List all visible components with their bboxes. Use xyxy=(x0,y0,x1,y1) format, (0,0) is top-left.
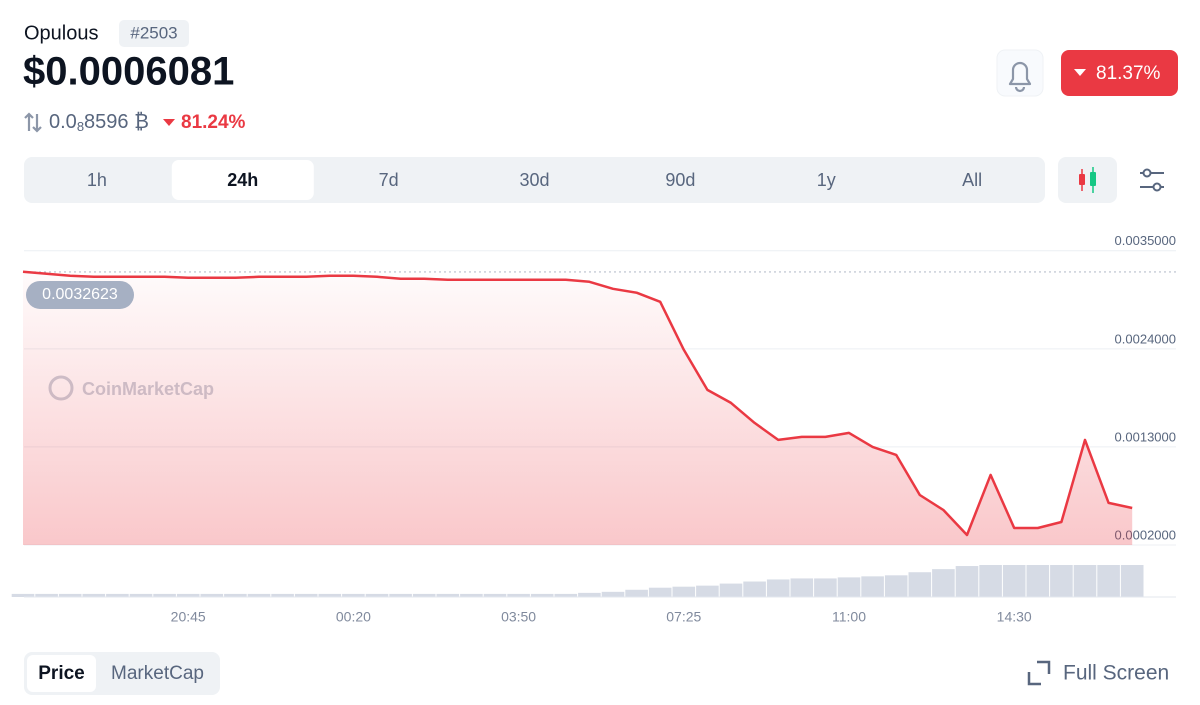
price-line xyxy=(22,270,1133,537)
volume-bar xyxy=(955,566,979,597)
x-tick-label: 11:00 xyxy=(832,609,866,625)
chart: CoinMarketCap0.00350000.00240000.0013000… xyxy=(11,233,1176,625)
swap-icon xyxy=(24,112,42,133)
volume-bar xyxy=(554,593,578,597)
rank: #2503 xyxy=(130,23,177,42)
price-area xyxy=(23,271,1133,545)
down-arrow xyxy=(163,119,175,126)
y-tick-label: 0.0024000 xyxy=(1115,331,1176,346)
coin-name: Opulous xyxy=(24,22,99,44)
volume-bar xyxy=(625,589,648,597)
settings-icon[interactable] xyxy=(1140,168,1164,192)
candle-button[interactable] xyxy=(1058,157,1117,203)
volume-bar xyxy=(814,578,837,597)
x-tick-label: 20:45 xyxy=(171,609,206,625)
change-24h: 81.37% xyxy=(1096,63,1161,84)
volume-bar xyxy=(389,593,412,597)
btc-zeros: 8 xyxy=(77,119,84,134)
volume-bar xyxy=(106,593,129,597)
volume-bar xyxy=(530,593,554,597)
volume-bar xyxy=(58,593,82,597)
x-tick-label: 03:50 xyxy=(501,609,536,625)
toggle-label[interactable]: MarketCap xyxy=(111,663,204,684)
volume-bar xyxy=(861,576,884,597)
tab-label[interactable]: 1y xyxy=(817,170,836,190)
volume-bar xyxy=(342,593,365,597)
x-tick-label: 07:25 xyxy=(666,609,701,625)
volume-bar xyxy=(460,593,483,597)
candle-icon xyxy=(1079,167,1096,193)
rank-badge xyxy=(119,20,189,47)
volume-bar xyxy=(507,593,530,597)
btc-price: 0.088596 ₿ xyxy=(49,111,149,134)
reference-label: 0.0032623 xyxy=(42,286,118,303)
volume-bar xyxy=(176,593,200,597)
toggles: Price MarketCap xyxy=(27,655,204,692)
btc-digits: 8596 xyxy=(84,111,129,133)
active-toggle[interactable] xyxy=(27,655,96,692)
x-tick-label: 14:30 xyxy=(997,609,1032,625)
volume-bar xyxy=(483,593,507,597)
bell-icon xyxy=(1008,61,1032,93)
volume-bar xyxy=(1002,565,1026,597)
volume-bar xyxy=(884,575,908,597)
alert-button[interactable] xyxy=(996,49,1044,97)
tab-label[interactable]: 7d xyxy=(379,170,399,190)
volume-bar xyxy=(365,593,389,597)
volume-bar xyxy=(1026,565,1050,597)
volume-bar xyxy=(766,579,790,597)
volume-bar xyxy=(129,593,153,597)
tab-label[interactable]: 24h xyxy=(227,170,258,190)
fullscreen-icon[interactable] xyxy=(1027,660,1051,686)
volume-bar xyxy=(318,593,342,597)
volume-bar xyxy=(601,591,625,597)
y-tick-label: 0.0035000 xyxy=(1115,233,1176,248)
volume-bar xyxy=(153,593,176,597)
volume-bar xyxy=(11,593,35,597)
volume-bar xyxy=(932,569,955,597)
volume-bar xyxy=(979,565,1002,597)
volume-bar xyxy=(696,585,719,597)
volume-bar xyxy=(1073,565,1097,597)
badge-arrow xyxy=(1074,69,1086,76)
volume-bar xyxy=(247,593,271,597)
volume-bar xyxy=(35,593,58,597)
volume-bar xyxy=(790,578,814,597)
reference-pill xyxy=(26,280,134,309)
price: $0.0006081 xyxy=(23,50,234,94)
btc-unit: ₿ xyxy=(134,111,149,133)
volume-bar xyxy=(200,593,224,597)
tab-label[interactable]: 1h xyxy=(87,170,107,190)
volume-bar xyxy=(743,581,766,597)
y-tick-label: 0.0013000 xyxy=(1115,429,1176,444)
volume-bar xyxy=(412,593,436,597)
volume-bar xyxy=(1050,565,1073,597)
active-tab[interactable] xyxy=(171,160,314,200)
tab-label[interactable]: 90d xyxy=(665,170,695,190)
volume-bar xyxy=(648,587,672,597)
x-tick-label: 00:20 xyxy=(336,609,371,625)
volume-bar xyxy=(271,593,294,597)
volume-bar xyxy=(1120,565,1144,597)
btc-change: 81.24% xyxy=(181,112,246,133)
volume-bar xyxy=(837,577,861,597)
volume-bar xyxy=(294,593,318,597)
volume-bar xyxy=(224,593,247,597)
volume-bar xyxy=(436,593,460,597)
tabs: 1h 24h 7d 30d 90d 1y All xyxy=(87,160,982,200)
tab-label[interactable]: All xyxy=(962,170,982,190)
volume-bar xyxy=(578,592,601,597)
volume-bar xyxy=(908,572,932,597)
btc-lead: 0.0 xyxy=(49,111,77,133)
volume-bar xyxy=(672,586,696,597)
full-screen[interactable]: Full Screen xyxy=(1063,662,1169,685)
volume-bar xyxy=(1097,565,1120,597)
tab-label[interactable]: 30d xyxy=(519,170,549,190)
change-badge xyxy=(1061,50,1178,96)
volume-bar xyxy=(82,593,106,597)
toggle-label[interactable]: Price xyxy=(38,663,84,684)
volume-bar xyxy=(719,583,743,597)
